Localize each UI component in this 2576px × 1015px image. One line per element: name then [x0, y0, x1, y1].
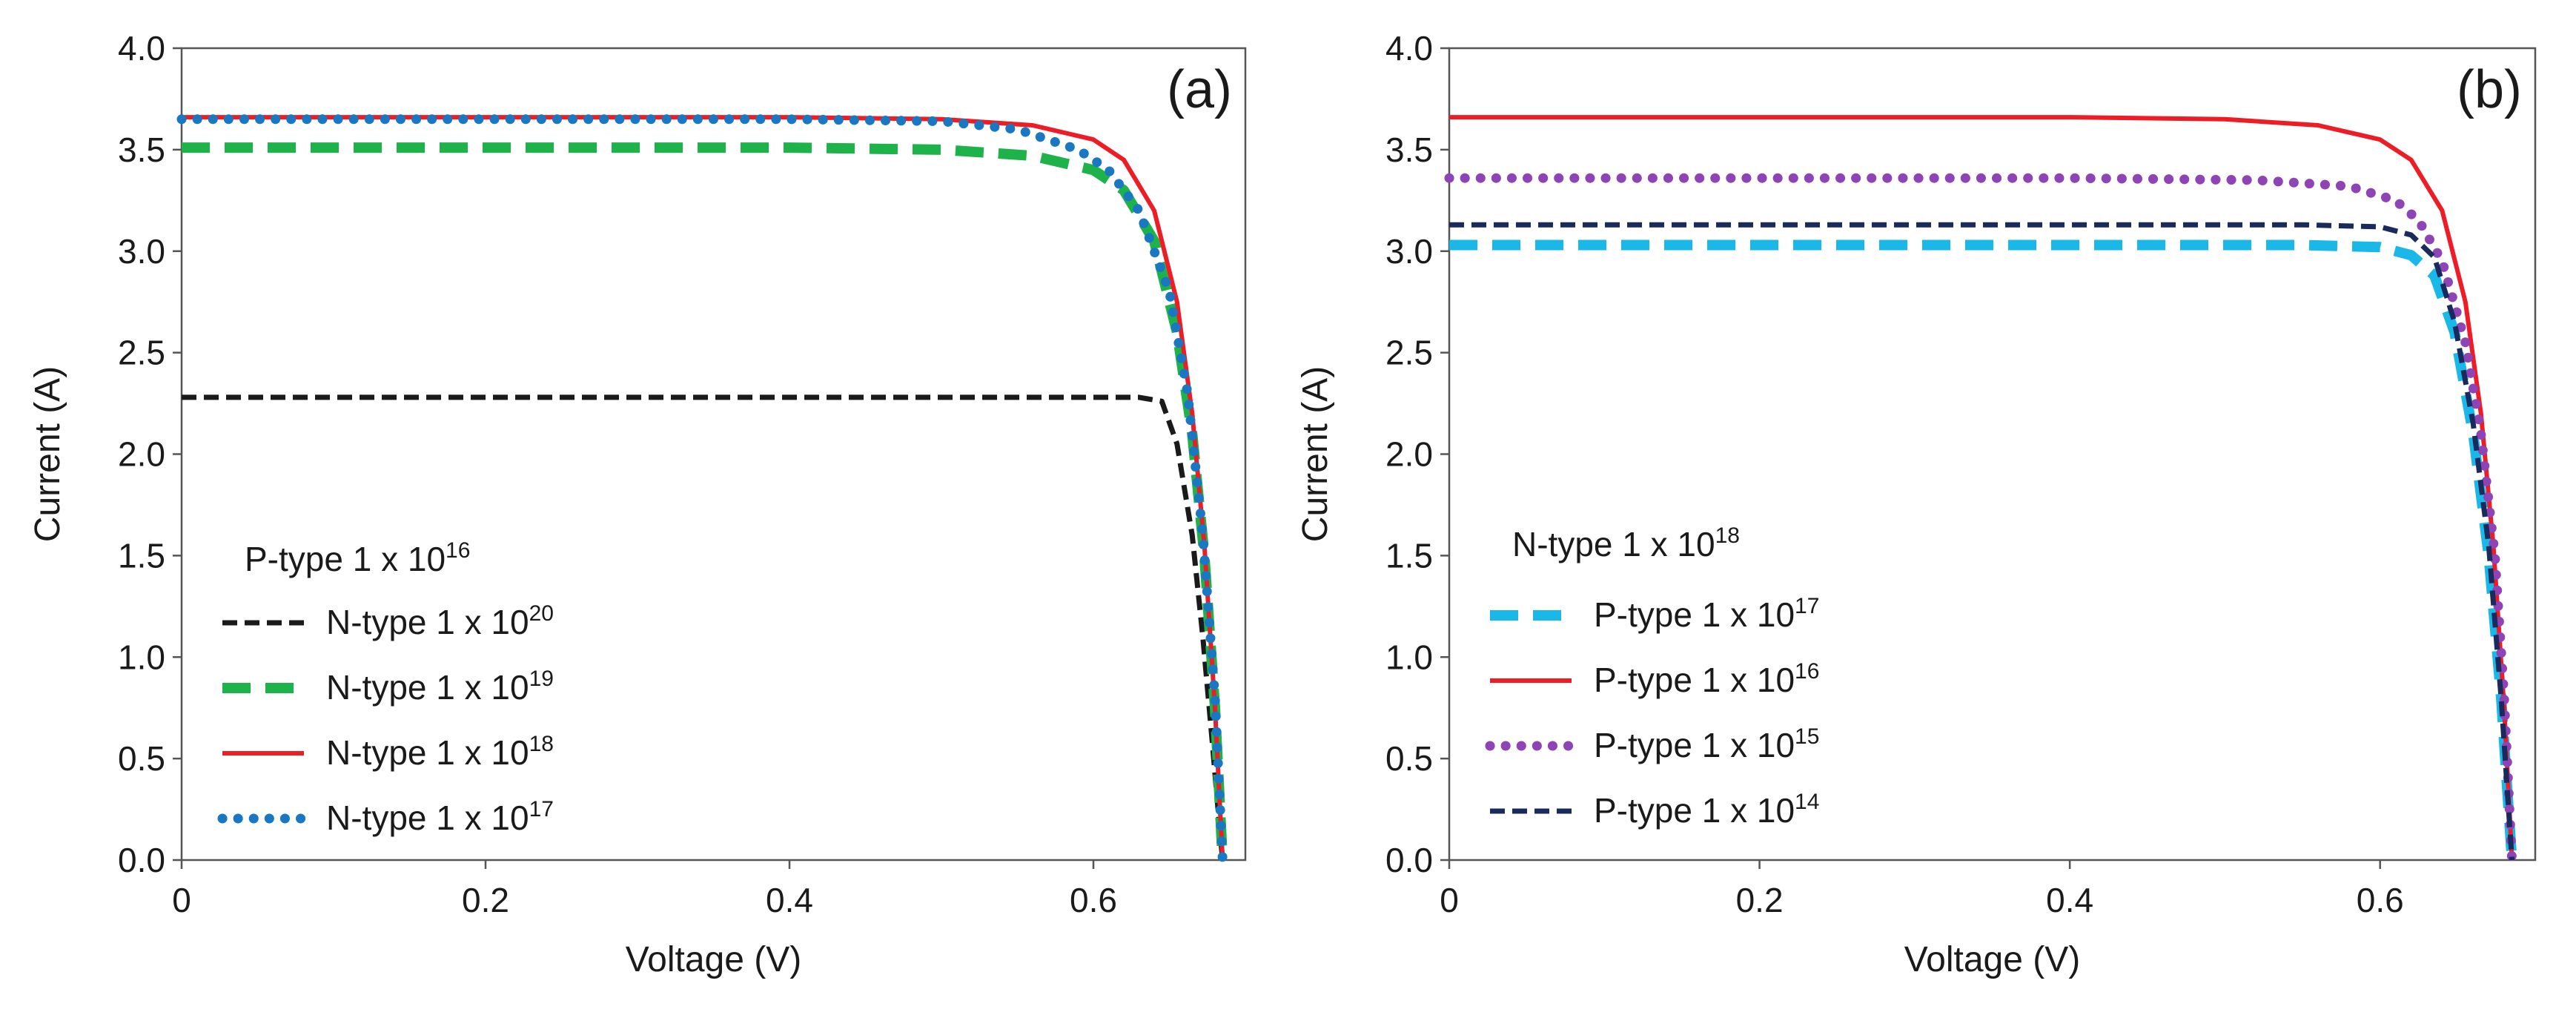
- y-tick-label: 3.0: [118, 232, 165, 271]
- x-tick-label: 0.4: [2046, 881, 2093, 919]
- series-line: [176, 114, 1228, 865]
- y-axis-label: Current (A): [1296, 366, 1335, 542]
- x-tick-label: 0: [172, 881, 191, 919]
- y-tick-label: 2.5: [118, 334, 165, 372]
- series-line: [182, 142, 1228, 861]
- x-axis-label: Voltage (V): [626, 940, 801, 979]
- panel-b: 0.0 0.5 1.0 1.5 2.0 2.5 3.0 3.5 4.0 0 0.2 0.4 0.6 Vol…: [1296, 29, 2537, 979]
- y-tick-label: 3.5: [1385, 130, 1433, 169]
- legend-title: N-type 1 x 1018: [1512, 523, 1740, 563]
- y-tick-label: 0.0: [118, 841, 165, 879]
- legend-entry: N-type 1 x 1018: [326, 732, 554, 772]
- legend-entry: N-type 1 x 1019: [326, 667, 554, 707]
- y-tick-label: 2.0: [118, 435, 165, 474]
- x-tick-label: 0.6: [1070, 881, 1117, 919]
- y-tick-label: 2.0: [1385, 435, 1433, 474]
- y-tick-label: 1.0: [1385, 638, 1433, 676]
- x-axis-label: Voltage (V): [1904, 940, 2080, 979]
- y-tick-label: 0.5: [1385, 739, 1433, 778]
- panel-label: (a): [1167, 60, 1232, 119]
- y-axis-label: Current (A): [28, 366, 67, 542]
- y-tick-label: 4.0: [1385, 29, 1433, 67]
- x-tick-label: 0.2: [1736, 881, 1784, 919]
- y-tick-label: 1.5: [118, 536, 165, 575]
- y-tick-label: 1.0: [118, 638, 165, 676]
- legend-entry: N-type 1 x 1017: [326, 797, 554, 837]
- x-tick-label: 0.6: [2357, 881, 2404, 919]
- series-line: [182, 394, 1225, 861]
- panel-a: 0.0 0.5 1.0 1.5 2.0 2.5 3.0 3.5 4.0 0 0.2 0.4 0.6 Vol…: [28, 29, 1247, 979]
- legend-entry: P-type 1 x 1015: [1594, 724, 1819, 764]
- legend-entry: P-type 1 x 1014: [1594, 790, 1819, 830]
- legend-entry: N-type 1 x 1020: [326, 601, 554, 641]
- series-line: [1449, 222, 2515, 861]
- y-tick-label: 3.0: [1385, 232, 1433, 271]
- panel-label: (b): [2457, 60, 2522, 119]
- x-tick-label: 0: [1440, 881, 1459, 919]
- legend-entry: P-type 1 x 1016: [1594, 659, 1819, 699]
- legend-title: P-type 1 x 1016: [245, 538, 470, 578]
- y-tick-label: 0.5: [118, 739, 165, 778]
- y-tick-label: 1.5: [1385, 536, 1433, 575]
- x-tick-label: 0.4: [766, 881, 813, 919]
- legend-entry: P-type 1 x 1017: [1594, 594, 1819, 634]
- y-tick-label: 3.5: [118, 130, 165, 169]
- y-tick-label: 4.0: [118, 29, 165, 67]
- y-tick-label: 0.0: [1385, 841, 1433, 879]
- series-line: [1444, 173, 2517, 865]
- y-tick-label: 2.5: [1385, 334, 1433, 372]
- x-tick-label: 0.2: [462, 881, 509, 919]
